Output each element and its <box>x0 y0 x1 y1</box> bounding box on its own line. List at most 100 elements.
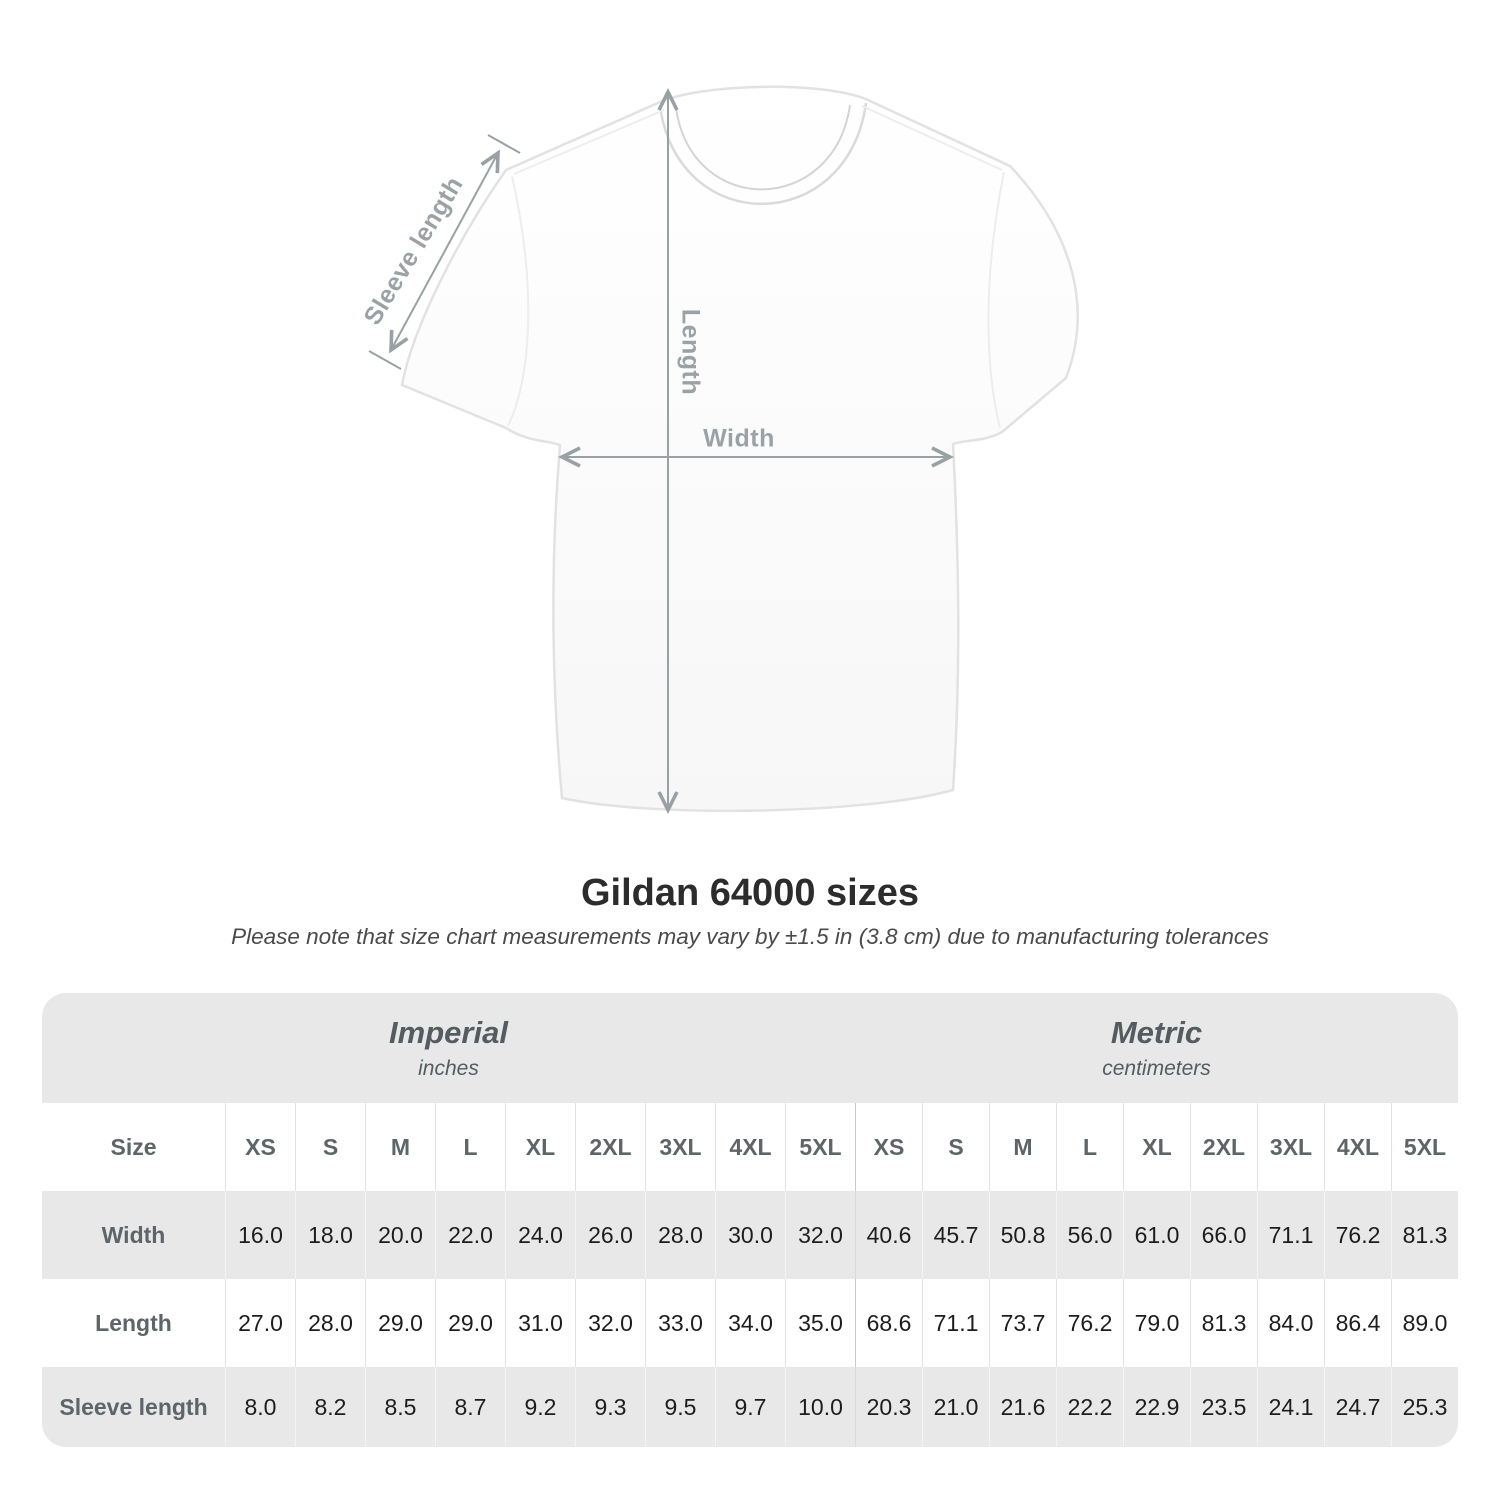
value-cell: 61.0 <box>1123 1191 1190 1279</box>
size-col-header: L <box>1056 1103 1123 1191</box>
value-cell: 29.0 <box>365 1279 435 1367</box>
right-sleeve-seam <box>987 171 1005 429</box>
width-label: Width <box>703 424 775 453</box>
row-label: Length <box>95 1309 172 1336</box>
value-cell: 8.2 <box>295 1367 365 1447</box>
unit-header-row: Imperial inches Metric centimeters <box>42 993 1458 1103</box>
value-cell: 10.0 <box>785 1367 855 1447</box>
value-cell: 31.0 <box>505 1279 575 1367</box>
value-cell: 20.3 <box>855 1367 922 1447</box>
size-col-header: L <box>435 1103 505 1191</box>
tshirt-graphic <box>368 85 1079 870</box>
value-cell: 79.0 <box>1123 1279 1190 1367</box>
value-cell: 89.0 <box>1391 1279 1458 1367</box>
table-row-width: Width 16.0 18.0 20.0 22.0 24.0 26.0 28.0… <box>42 1191 1458 1279</box>
value-cell: 21.6 <box>989 1367 1056 1447</box>
value-cell: 28.0 <box>645 1191 715 1279</box>
value-cell: 24.1 <box>1257 1367 1324 1447</box>
size-col-header: S <box>922 1103 989 1191</box>
imperial-header: Imperial inches <box>42 993 855 1103</box>
value-cell: 32.0 <box>785 1191 855 1279</box>
size-col-header: 3XL <box>645 1103 715 1191</box>
size-col-header: XL <box>505 1103 575 1191</box>
tshirt-measurement-diagram: Sleeve length Length Width <box>358 85 1079 870</box>
metric-header: Metric centimeters <box>855 993 1458 1103</box>
size-col-header: XL <box>1123 1103 1190 1191</box>
value-cell: 24.0 <box>505 1191 575 1279</box>
collar-inner-line <box>675 104 851 191</box>
value-cell: 21.0 <box>922 1367 989 1447</box>
size-col-header: 4XL <box>715 1103 785 1191</box>
value-cell: 76.2 <box>1324 1191 1391 1279</box>
value-cell: 8.7 <box>435 1367 505 1447</box>
value-cell: 9.5 <box>645 1367 715 1447</box>
value-cell: 40.6 <box>855 1191 922 1279</box>
value-cell: 45.7 <box>922 1191 989 1279</box>
row-label: Sleeve length <box>59 1393 208 1420</box>
value-cell: 33.0 <box>645 1279 715 1367</box>
sleeve-length-arrow <box>391 153 498 350</box>
value-cell: 84.0 <box>1257 1279 1324 1367</box>
table-row-length: Length 27.0 28.0 29.0 29.0 31.0 32.0 33.… <box>42 1279 1458 1367</box>
metric-unit: centimeters <box>1102 1057 1211 1080</box>
size-col-header: 2XL <box>1190 1103 1257 1191</box>
value-cell: 25.3 <box>1391 1367 1458 1447</box>
size-col-header: M <box>365 1103 435 1191</box>
row-label: Width <box>101 1221 166 1248</box>
value-cell: 56.0 <box>1056 1191 1123 1279</box>
value-cell: 71.1 <box>1257 1191 1324 1279</box>
value-cell: 9.7 <box>715 1367 785 1447</box>
value-cell: 29.0 <box>435 1279 505 1367</box>
value-cell: 28.0 <box>295 1279 365 1367</box>
value-cell: 30.0 <box>715 1191 785 1279</box>
imperial-label: Imperial <box>389 1015 508 1050</box>
size-col-header: 3XL <box>1257 1103 1324 1191</box>
value-cell: 34.0 <box>715 1279 785 1367</box>
value-cell: 9.3 <box>575 1367 645 1447</box>
value-cell: 68.6 <box>855 1279 922 1367</box>
metric-label: Metric <box>1110 1015 1203 1050</box>
left-sleeve-seam <box>507 175 530 427</box>
row-label: Size <box>110 1133 157 1160</box>
size-col-header: M <box>989 1103 1056 1191</box>
value-cell: 16.0 <box>225 1191 295 1279</box>
page-title: Gildan 64000 sizes <box>581 872 919 914</box>
left-shoulder-seam <box>513 109 665 175</box>
value-cell: 81.3 <box>1391 1191 1458 1279</box>
value-cell: 35.0 <box>785 1279 855 1367</box>
size-table: Imperial inches Metric centimeters Size … <box>42 993 1458 1447</box>
value-cell: 76.2 <box>1056 1279 1123 1367</box>
length-label: Length <box>676 308 705 396</box>
value-cell: 20.0 <box>365 1191 435 1279</box>
size-col-header: S <box>295 1103 365 1191</box>
value-cell: 18.0 <box>295 1191 365 1279</box>
value-cell: 71.1 <box>922 1279 989 1367</box>
table-row-sleeve-length: Sleeve length 8.0 8.2 8.5 8.7 9.2 9.3 9.… <box>42 1367 1458 1447</box>
value-cell: 22.9 <box>1123 1367 1190 1447</box>
size-col-header: 4XL <box>1324 1103 1391 1191</box>
value-cell: 9.2 <box>505 1367 575 1447</box>
value-cell: 24.7 <box>1324 1367 1391 1447</box>
value-cell: 23.5 <box>1190 1367 1257 1447</box>
value-cell: 50.8 <box>989 1191 1056 1279</box>
value-cell: 32.0 <box>575 1279 645 1367</box>
size-col-header: 5XL <box>785 1103 855 1191</box>
value-cell: 8.0 <box>225 1367 295 1447</box>
value-cell: 86.4 <box>1324 1279 1391 1367</box>
right-shoulder-seam <box>861 105 1003 171</box>
size-col-header: 5XL <box>1391 1103 1458 1191</box>
size-col-header: XS <box>855 1103 922 1191</box>
value-cell: 66.0 <box>1190 1191 1257 1279</box>
value-cell: 27.0 <box>225 1279 295 1367</box>
imperial-unit: inches <box>418 1057 479 1080</box>
sleeve-length-tick-top <box>487 134 521 154</box>
value-cell: 22.2 <box>1056 1367 1123 1447</box>
value-cell: 73.7 <box>989 1279 1056 1367</box>
value-cell: 8.5 <box>365 1367 435 1447</box>
value-cell: 26.0 <box>575 1191 645 1279</box>
sleeve-length-tick-bottom <box>368 350 402 370</box>
size-col-header: 2XL <box>575 1103 645 1191</box>
value-cell: 22.0 <box>435 1191 505 1279</box>
tolerance-note: Please note that size chart measurements… <box>231 924 1269 949</box>
